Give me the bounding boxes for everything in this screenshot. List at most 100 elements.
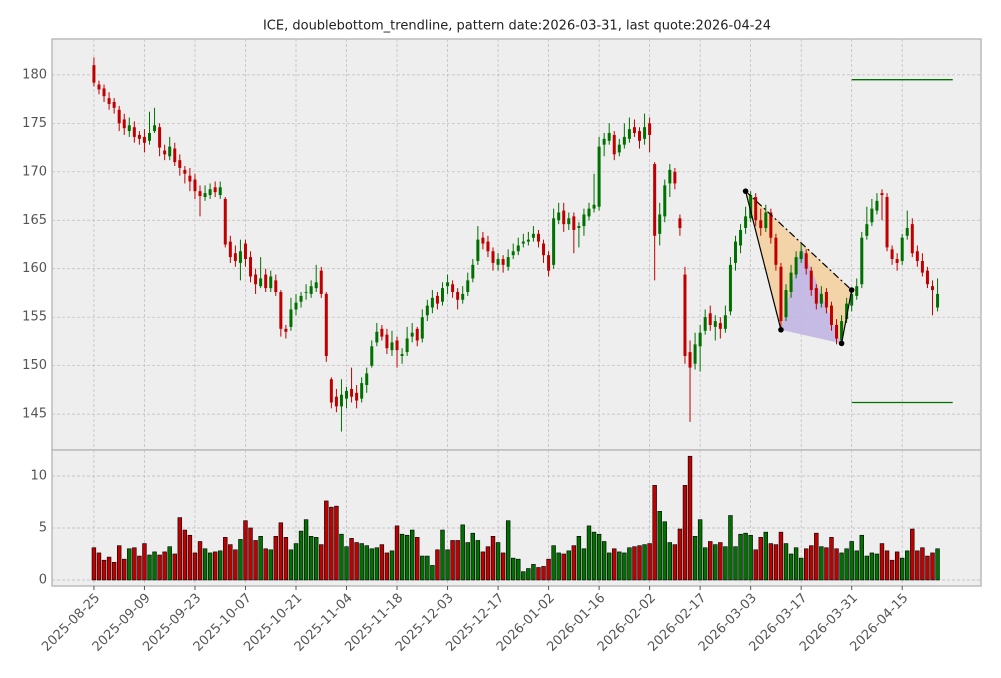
volume-bar bbox=[682, 485, 688, 581]
pattern-line bbox=[745, 190, 853, 291]
candle-body bbox=[294, 302, 298, 310]
candle-body bbox=[385, 334, 389, 349]
volume-bar bbox=[106, 556, 112, 581]
candle-body bbox=[845, 303, 849, 320]
volume-bar bbox=[783, 543, 789, 581]
volume-bar bbox=[329, 506, 334, 581]
volume-bar bbox=[495, 542, 501, 581]
volume-bar bbox=[768, 543, 774, 581]
volume-bar bbox=[404, 534, 410, 581]
volume-bar bbox=[435, 549, 440, 581]
candle-body bbox=[668, 169, 672, 184]
volume-bar bbox=[748, 534, 753, 581]
candle-body bbox=[602, 138, 606, 145]
candle-body bbox=[420, 317, 424, 339]
volume-bar bbox=[541, 566, 546, 581]
candle-body bbox=[223, 198, 227, 245]
candle-body bbox=[683, 274, 687, 356]
volume-bar bbox=[202, 548, 208, 581]
candle-body bbox=[794, 257, 798, 275]
candle-body bbox=[360, 383, 364, 399]
pattern-line bbox=[745, 191, 782, 330]
candle-body bbox=[238, 251, 242, 263]
volume-bar bbox=[829, 537, 834, 581]
candle-body bbox=[723, 315, 727, 329]
volume-bar bbox=[253, 540, 258, 581]
pattern-point bbox=[742, 188, 749, 194]
candle-body bbox=[617, 144, 621, 153]
volume-bar bbox=[177, 517, 183, 581]
candle-body bbox=[471, 264, 475, 279]
volume-bar bbox=[526, 568, 531, 581]
y-tick-label: 175 bbox=[22, 116, 47, 131]
candle-body bbox=[521, 241, 525, 244]
candle-body bbox=[648, 123, 652, 135]
y-tick-label: 150 bbox=[22, 358, 47, 373]
volume-bar bbox=[889, 559, 895, 581]
volume-bar bbox=[566, 550, 571, 581]
candle-body bbox=[582, 214, 586, 227]
volume-bar bbox=[844, 548, 849, 581]
candle-body bbox=[249, 257, 253, 277]
candle-body bbox=[491, 251, 495, 263]
candle-body bbox=[92, 65, 96, 83]
y-tick-label: 170 bbox=[22, 164, 47, 179]
candle-body bbox=[390, 342, 394, 351]
volume-bar bbox=[561, 553, 566, 581]
volume-tick-label: 5 bbox=[39, 520, 47, 535]
volume-bar bbox=[475, 540, 481, 581]
volume-bar bbox=[819, 546, 824, 581]
volume-bar bbox=[596, 533, 602, 581]
volume-bar bbox=[384, 552, 390, 581]
candle-body bbox=[274, 280, 278, 292]
volume-bar bbox=[243, 520, 248, 581]
candle-body bbox=[698, 332, 702, 347]
volume-bar bbox=[930, 552, 935, 581]
candle-body bbox=[526, 239, 530, 242]
volume-bar bbox=[172, 553, 177, 581]
candle-body bbox=[536, 233, 540, 242]
volume-bar bbox=[132, 547, 137, 581]
volume-bar bbox=[516, 558, 521, 581]
candle-body bbox=[663, 185, 667, 217]
candle-body bbox=[334, 396, 338, 407]
candle-body bbox=[819, 293, 823, 304]
candle-body bbox=[112, 102, 116, 108]
volume-tick-label: 0 bbox=[39, 572, 47, 587]
volume-bar bbox=[394, 525, 400, 581]
volume-bar bbox=[308, 535, 314, 581]
volume-bar bbox=[314, 537, 319, 581]
candle-body bbox=[784, 290, 788, 318]
price-panel bbox=[51, 38, 982, 451]
volume-bar bbox=[884, 550, 890, 581]
candle-body bbox=[254, 274, 258, 285]
volume-bar bbox=[263, 548, 268, 581]
volume-bar bbox=[339, 533, 344, 581]
candle-body bbox=[259, 278, 263, 287]
candle-body bbox=[567, 218, 571, 225]
candle-body bbox=[405, 338, 409, 353]
candle-body bbox=[547, 255, 551, 271]
candle-body bbox=[653, 164, 657, 236]
volume-bar bbox=[298, 530, 304, 581]
candle-body bbox=[673, 171, 677, 184]
candle-body bbox=[516, 245, 520, 252]
volume-bar bbox=[839, 552, 844, 581]
volume-bar bbox=[192, 552, 198, 581]
volume-bar bbox=[101, 559, 107, 581]
volume-bar bbox=[713, 544, 718, 581]
volume-bar bbox=[248, 527, 253, 581]
volume-bar bbox=[369, 548, 374, 581]
volume-bar bbox=[647, 543, 652, 581]
volume-bar bbox=[859, 534, 864, 581]
volume-bar bbox=[687, 455, 693, 581]
candle-body bbox=[299, 295, 303, 302]
candle-body bbox=[365, 373, 369, 386]
candle-body bbox=[345, 390, 349, 399]
volume-bar bbox=[672, 544, 678, 581]
volume-bar bbox=[258, 535, 263, 581]
volume-bar bbox=[273, 535, 278, 581]
candle-body bbox=[860, 237, 864, 285]
candle-body bbox=[440, 288, 444, 302]
candle-body bbox=[228, 241, 232, 258]
